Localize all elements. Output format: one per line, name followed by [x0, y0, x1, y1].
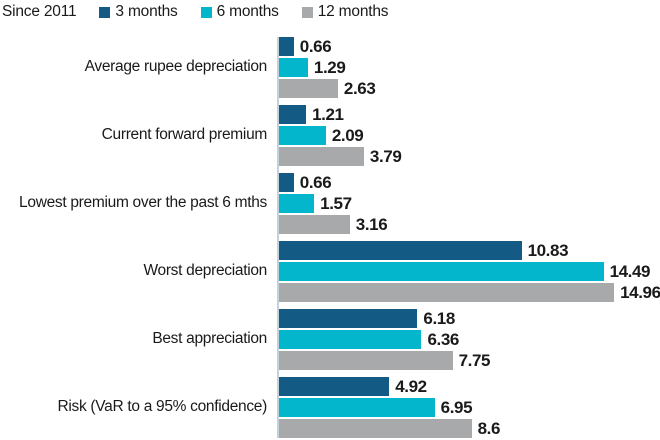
value-label: 14.49	[609, 262, 651, 281]
bar-line: 0.66	[279, 173, 660, 192]
value-label: 10.83	[527, 241, 569, 260]
bar-line: 1.21	[279, 105, 660, 124]
bar-group: 0.66 1.57 3.16	[279, 173, 660, 234]
bar-line: 7.75	[279, 351, 660, 370]
bar	[279, 105, 307, 124]
bar-group: 0.66 1.29 2.63	[279, 37, 660, 98]
value-label: 6.36	[427, 330, 459, 349]
legend-swatch-12-months	[301, 6, 313, 18]
value-label: 8.6	[477, 419, 501, 438]
legend-label: 3 months	[115, 3, 178, 20]
bar-line: 14.96	[279, 283, 660, 302]
bar-line: 1.29	[279, 58, 660, 77]
bar-chart: Average rupee depreciation 0.66 1.29 2.6…	[0, 37, 660, 438]
bar-line: 8.6	[279, 419, 660, 438]
bar	[279, 147, 364, 166]
value-label: 1.29	[313, 58, 346, 77]
value-label: 6.18	[423, 309, 455, 328]
category-label: Current forward premium	[101, 126, 268, 144]
bar-line: 10.83	[279, 241, 660, 260]
value-label: 3.79	[369, 147, 402, 166]
bar-group: 10.83 14.49 14.96	[279, 241, 660, 302]
value-label: 1.57	[320, 194, 352, 213]
value-label: 3.16	[355, 215, 388, 234]
legend-title: Since 2011	[2, 3, 77, 20]
bar	[279, 215, 350, 234]
bar-group: 1.21 2.09 3.79	[279, 105, 660, 166]
bar	[279, 398, 435, 417]
bar-group: 6.18 6.36 7.75	[279, 309, 660, 370]
legend-label: 6 months	[216, 3, 279, 20]
bar	[279, 194, 315, 213]
bar-line: 3.16	[279, 215, 660, 234]
value-label: 7.75	[458, 351, 491, 370]
value-label: 2.09	[331, 126, 364, 145]
value-label: 0.66	[299, 37, 332, 56]
bar	[279, 58, 308, 77]
value-label: 4.92	[395, 377, 427, 396]
bar-line: 3.79	[279, 147, 660, 166]
chart-row: Worst depreciation 10.83 14.49 14.96	[0, 241, 660, 302]
legend-label: 12 months	[317, 3, 389, 20]
bar-line: 2.63	[279, 79, 660, 98]
legend-item-6-months: 6 months	[200, 3, 279, 21]
chart-row: Average rupee depreciation 0.66 1.29 2.6…	[0, 37, 660, 98]
category-label: Average rupee depreciation	[84, 58, 268, 76]
bar	[279, 283, 615, 302]
category-label: Risk (VaR to a 95% confidence)	[57, 398, 267, 416]
bar-group: 4.92 6.95 8.6	[279, 377, 660, 438]
bar	[279, 330, 422, 349]
bar	[279, 37, 294, 56]
bar-line: 1.57	[279, 194, 660, 213]
bar	[279, 419, 472, 438]
bar-line: 14.49	[279, 262, 660, 281]
category-label: Lowest premium over the past 6 mths	[19, 194, 267, 212]
chart-row: Risk (VaR to a 95% confidence) 4.92 6.95…	[0, 377, 660, 438]
y-axis-line	[277, 37, 279, 438]
value-label: 2.63	[343, 79, 376, 98]
value-label: 1.21	[312, 105, 344, 124]
bar	[279, 309, 418, 328]
bar	[279, 262, 604, 281]
bar	[279, 79, 338, 98]
bar-line: 6.36	[279, 330, 660, 349]
legend: Since 2011 3 months 6 months 12 months	[2, 3, 389, 21]
bar	[279, 173, 294, 192]
value-label: 14.96	[620, 283, 660, 302]
bar-line: 2.09	[279, 126, 660, 145]
bar	[279, 377, 390, 396]
category-label: Worst depreciation	[143, 262, 267, 280]
legend-item-12-months: 12 months	[301, 3, 389, 21]
legend-item-3-months: 3 months	[99, 3, 178, 21]
legend-swatch-6-months	[200, 6, 212, 18]
legend-swatch-3-months	[99, 6, 111, 18]
bar	[279, 351, 453, 370]
bar-line: 6.18	[279, 309, 660, 328]
chart-row: Best appreciation 6.18 6.36 7.75	[0, 309, 660, 370]
chart-row: Lowest premium over the past 6 mths 0.66…	[0, 173, 660, 234]
bar-line: 4.92	[279, 377, 660, 396]
bar	[279, 126, 326, 145]
value-label: 6.95	[440, 398, 473, 417]
value-label: 0.66	[299, 173, 332, 192]
chart-row: Current forward premium 1.21 2.09 3.79	[0, 105, 660, 166]
category-label: Best appreciation	[152, 330, 267, 348]
bar-line: 6.95	[279, 398, 660, 417]
bar	[279, 241, 522, 260]
bar-line: 0.66	[279, 37, 660, 56]
